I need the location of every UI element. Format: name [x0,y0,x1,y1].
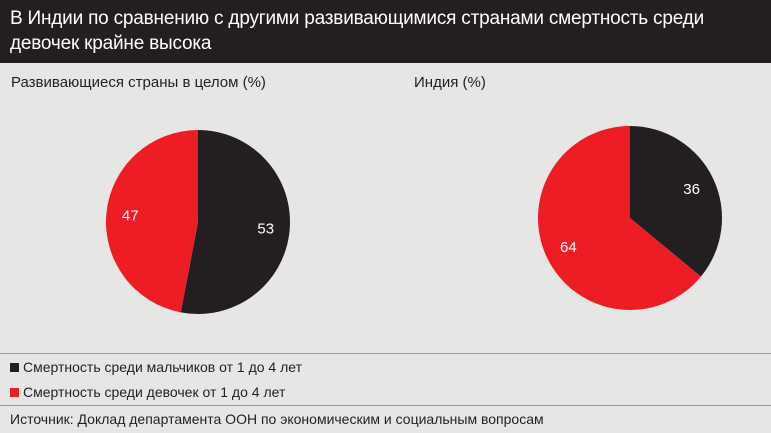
source-note: Источник: Доклад департамента ООН по эко… [10,411,544,427]
pie-label-boys: 53 [257,220,274,237]
pie-label-boys: 36 [683,181,700,198]
legend-divider [0,353,771,354]
pie-title-india: Индия (%) [414,74,486,91]
pie-slice-boys [180,130,291,314]
legend-item-girls: Смертность среди девочек от 1 до 4 лет [10,384,285,400]
header-title: В Индии по сравнению с другими развивающ… [10,8,704,54]
legend-item-boys: Смертность среди мальчиков от 1 до 4 лет [10,359,302,375]
pie-title-developing: Развивающиеся страны в целом (%) [11,74,266,91]
legend-swatch-girls [10,387,19,397]
source-divider [0,405,771,406]
pie-slice-boys [630,126,722,277]
pie-slice-girls [106,130,198,313]
chart-header: В Индии по сравнению с другими развивающ… [0,0,771,63]
pie-label-girls: 64 [560,239,577,256]
legend-label-girls: Смертность среди девочек от 1 до 4 лет [23,384,286,400]
legend-label-boys: Смертность среди мальчиков от 1 до 4 лет [23,359,302,375]
pie-chart-india: 36 64 [538,126,722,310]
pie-slice-girls [538,126,701,310]
pie-label-girls: 47 [122,208,139,225]
pie-chart-developing: 53 47 [106,130,291,314]
legend-swatch-boys [10,362,19,372]
